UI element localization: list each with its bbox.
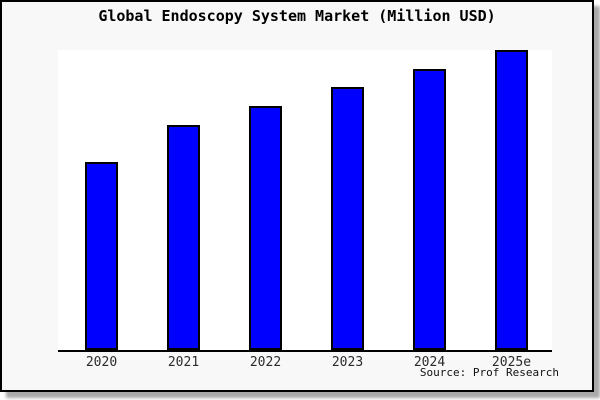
bar-2025e [495, 50, 528, 350]
bar-2021 [167, 125, 200, 350]
x-tick-label-2020: 2020 [85, 355, 118, 370]
chart-title: Global Endoscopy System Market (Million … [98, 7, 496, 25]
x-tick-label-2023: 2023 [331, 355, 364, 370]
x-tick-label-2021: 2021 [167, 355, 200, 370]
bar-2024 [413, 69, 446, 350]
x-tick-label-2022: 2022 [249, 355, 282, 370]
x-tick-label-2024: 2024 [413, 355, 446, 370]
bar-2022 [249, 106, 282, 350]
source-note: Source: Prof Research [419, 366, 559, 379]
chart-frame: Global Endoscopy System Market (Million … [0, 0, 594, 392]
bar-2020 [85, 162, 118, 350]
plot-area [58, 50, 552, 352]
bar-2023 [331, 87, 364, 350]
x-tick-label-2025e: 2025e [491, 355, 532, 370]
